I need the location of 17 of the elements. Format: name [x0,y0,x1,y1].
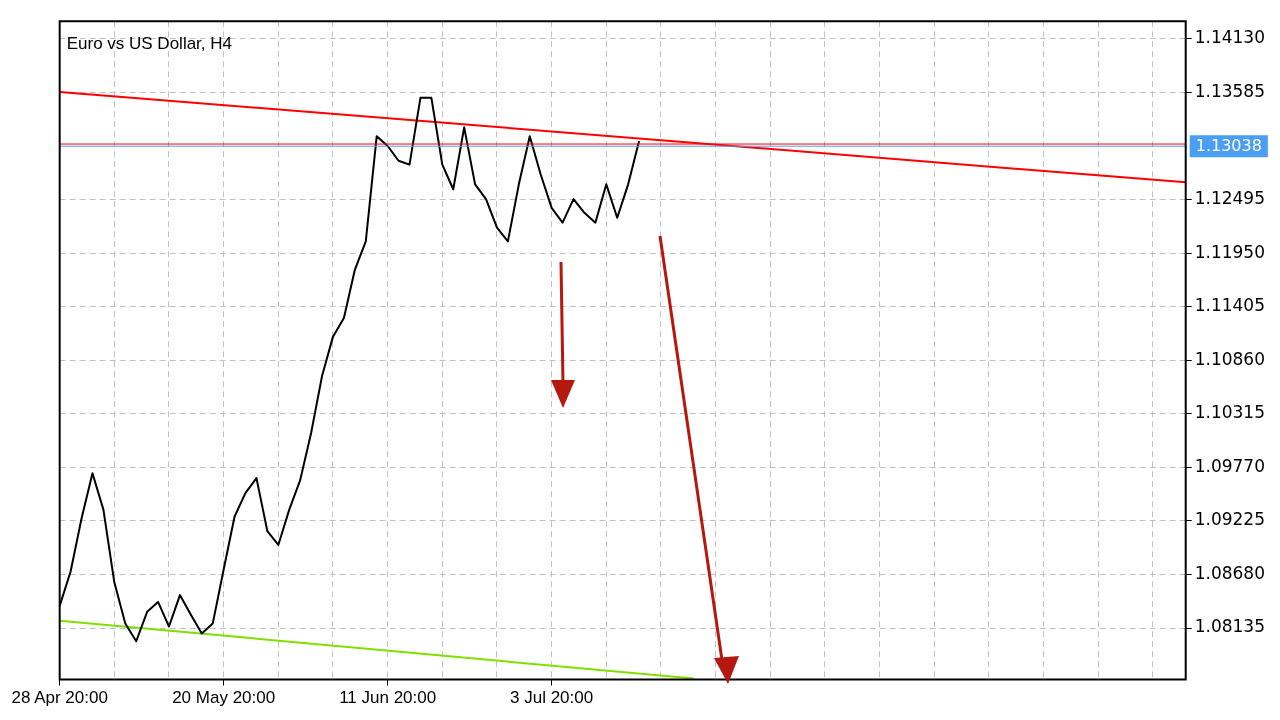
y-tick-label: 1.14130 [1194,27,1266,48]
x-tick-label: 11 Jun 20:00 [339,688,437,708]
y-tick-label: 1.13585 [1194,80,1266,101]
ref-line-label: 1.13038 [1195,136,1262,156]
y-tick-label: 1.08135 [1194,616,1266,637]
y-tick-label: 1.09770 [1194,455,1266,476]
y-tick-label: 1.12495 [1194,187,1266,208]
y-tick-label: 1.11405 [1194,295,1266,316]
x-tick-label: 3 Jul 20:00 [510,688,594,708]
y-tick-label: 1.09225 [1194,509,1266,530]
text: Euro vs US Dollar, H4 [66,34,233,54]
x-tick-label: 20 May 20:00 [172,688,276,708]
y-tick-label: 1.10860 [1194,348,1266,369]
y-tick-label: 1.08680 [1194,562,1266,583]
y-tick-label: 1.10315 [1194,402,1266,423]
x-tick-label: 28 Apr 20:00 [11,688,108,708]
y-tick-label: 1.11950 [1194,241,1266,262]
